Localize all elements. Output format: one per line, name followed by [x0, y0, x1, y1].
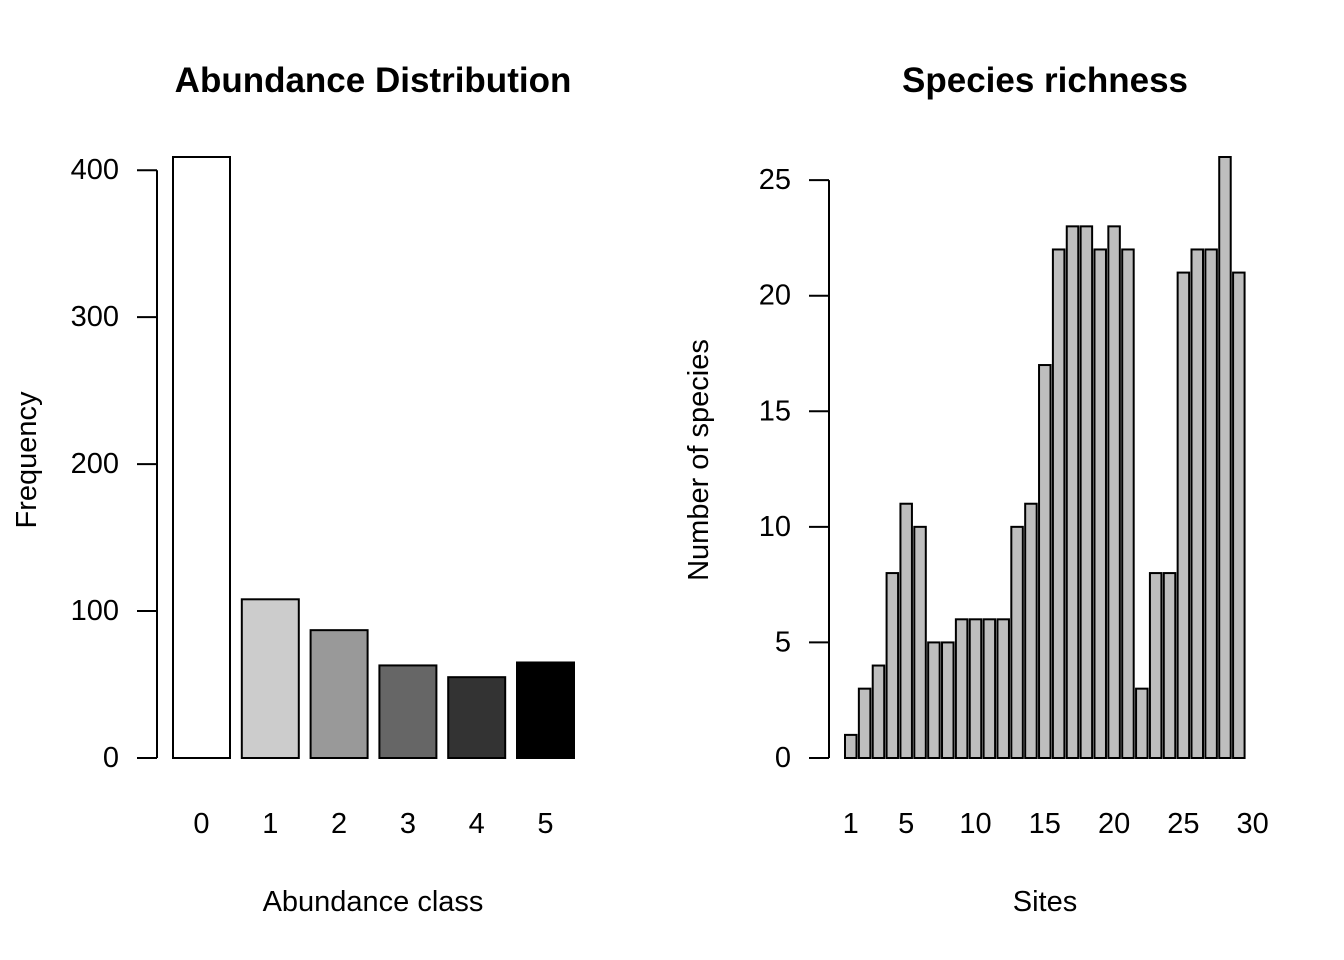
abundance-x-tick-label: 2 [331, 808, 347, 840]
richness-bar [927, 641, 941, 760]
richness-bar [941, 641, 955, 760]
abundance-bar [309, 629, 369, 760]
richness-bars [844, 156, 1246, 760]
richness-y-tick-label: 20 [759, 280, 791, 312]
abundance-y-tick-label: 400 [71, 154, 119, 186]
richness-y-tick-label: 5 [775, 626, 791, 658]
richness-bar [1232, 271, 1246, 759]
abundance-chart-title: Abundance Distribution [175, 61, 572, 100]
abundance-bar [516, 661, 575, 760]
richness-x-tick-label: 1 [843, 808, 859, 840]
richness-bar [885, 572, 900, 759]
abundance-y-axis: 0 100 200 300 400 [71, 154, 158, 774]
richness-bar [1024, 502, 1038, 759]
abundance-x-tick-label: 1 [262, 808, 278, 840]
richness-chart-title: Species richness [902, 61, 1188, 100]
richness-y-axis-label: Number of species [683, 339, 715, 581]
abundance-chart: Abundance Distribution Abundance class F… [11, 61, 575, 918]
richness-bar [913, 525, 927, 759]
richness-bar [844, 733, 858, 760]
richness-bar [899, 502, 913, 759]
richness-bar [1190, 248, 1204, 759]
abundance-y-axis-label: Frequency [11, 391, 43, 529]
abundance-x-tick-labels: 0 1 2 3 4 5 [193, 808, 553, 840]
abundance-y-tick-label: 300 [71, 301, 119, 333]
richness-chart: Species richness Sites Number of species… [683, 61, 1269, 918]
abundance-y-tick-label: 0 [103, 742, 119, 774]
richness-bar [1176, 271, 1191, 759]
abundance-x-tick-label: 4 [469, 808, 485, 840]
richness-bar [1093, 248, 1107, 759]
richness-bar [871, 664, 886, 759]
abundance-x-tick-label: 5 [537, 808, 553, 840]
richness-bar [954, 618, 969, 759]
abundance-bars [172, 156, 575, 760]
richness-bar [1010, 525, 1024, 759]
richness-bar [1121, 248, 1135, 759]
richness-bar [1065, 225, 1080, 760]
richness-x-tick-label: 20 [1098, 808, 1130, 840]
abundance-y-tick-label: 200 [71, 448, 119, 480]
abundance-x-tick-label: 3 [400, 808, 416, 840]
richness-bar [1218, 156, 1232, 759]
abundance-x-tick-label: 0 [193, 808, 209, 840]
richness-bar [1204, 248, 1218, 759]
richness-y-tick-label: 15 [759, 395, 791, 427]
abundance-x-axis-label: Abundance class [263, 886, 484, 918]
abundance-bar [447, 676, 507, 759]
richness-y-axis: 0 5 10 15 20 25 [759, 164, 830, 774]
richness-bar [1051, 248, 1066, 759]
richness-y-tick-label: 10 [759, 511, 791, 543]
richness-bar [1135, 687, 1149, 760]
richness-x-tick-labels: 1 5 10 15 20 25 30 [843, 808, 1269, 840]
richness-bar [1038, 364, 1052, 759]
abundance-bar [172, 156, 231, 759]
richness-bar [996, 618, 1010, 759]
richness-bar [968, 618, 983, 759]
richness-y-tick-label: 0 [775, 742, 791, 774]
richness-x-axis-label: Sites [1013, 886, 1077, 918]
richness-bar [982, 618, 997, 759]
richness-bar [1162, 572, 1177, 759]
abundance-bar [240, 598, 300, 759]
richness-x-tick-label: 5 [898, 808, 914, 840]
richness-bar [1107, 225, 1121, 760]
abundance-y-tick-label: 100 [71, 595, 119, 627]
abundance-bar [378, 664, 438, 759]
richness-y-tick-label: 25 [759, 164, 791, 196]
richness-bar [857, 687, 872, 760]
richness-x-tick-label: 25 [1167, 808, 1199, 840]
richness-bar [1148, 572, 1163, 759]
richness-x-tick-label: 30 [1237, 808, 1269, 840]
richness-x-tick-label: 15 [1029, 808, 1061, 840]
richness-x-tick-label: 10 [959, 808, 991, 840]
richness-bar [1079, 225, 1094, 760]
